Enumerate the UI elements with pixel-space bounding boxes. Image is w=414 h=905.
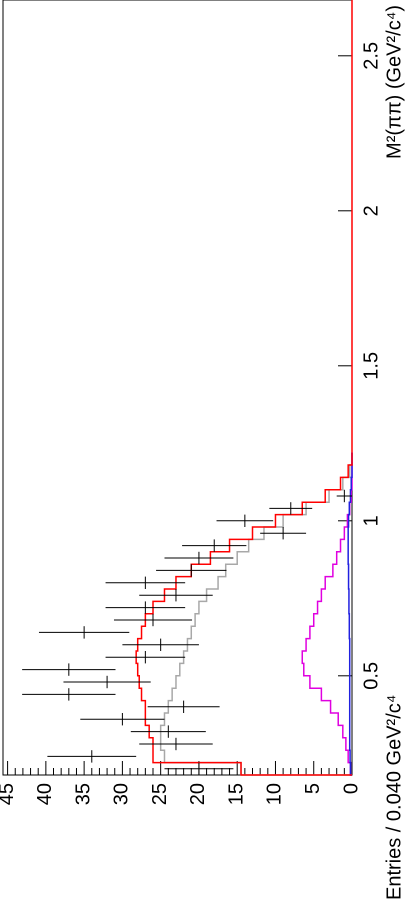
plot-frame [2, 0, 353, 776]
y-tick-label: 0 [340, 783, 362, 794]
x-axis-label: M²(ππ) (GeV²/c⁴) [383, 5, 405, 159]
histogram-line [301, 452, 353, 776]
y-tick-label: 45 [0, 783, 18, 805]
x-tick-label: 1 [360, 515, 382, 526]
y-tick-label: 15 [225, 783, 247, 805]
rotated-plot: M²(ππ) (GeV²/c⁴) Entries / 0.040 GeV²/c⁴… [0, 0, 405, 900]
x-tick-label: 0.5 [360, 662, 382, 690]
y-axis-label: Entries / 0.040 GeV²/c⁴ [383, 695, 405, 900]
x-tick-label: 2 [360, 205, 382, 216]
x-tick-label: 1.5 [360, 352, 382, 380]
y-tick-label: 10 [264, 783, 286, 805]
y-tick-label: 5 [302, 783, 324, 794]
histogram-line [347, 452, 353, 776]
histogram-line [159, 452, 353, 776]
y-tick-label: 30 [111, 783, 133, 805]
y-tick-label: 20 [187, 783, 209, 805]
y-tick-label: 35 [72, 783, 94, 805]
x-tick-label: 2.5 [360, 42, 382, 70]
y-tick-label: 40 [34, 783, 56, 805]
y-tick-label: 25 [149, 783, 171, 805]
